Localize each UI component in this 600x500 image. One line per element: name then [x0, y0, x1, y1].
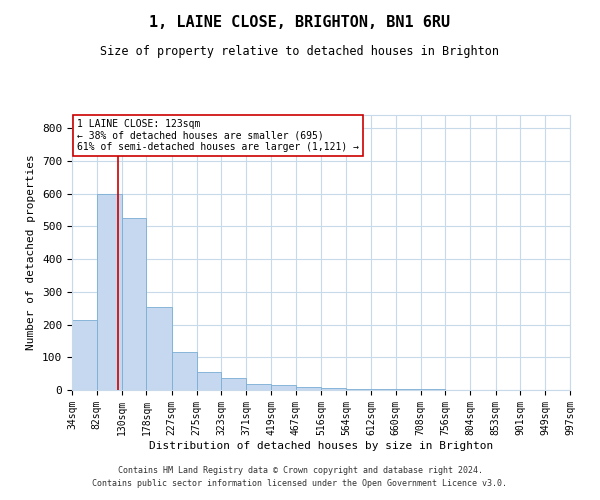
Bar	[321, 388, 346, 390]
Bar	[296, 386, 321, 390]
Bar	[146, 307, 172, 390]
X-axis label: Distribution of detached houses by size in Brighton: Distribution of detached houses by size …	[149, 440, 493, 450]
Text: 1, LAINE CLOSE, BRIGHTON, BN1 6RU: 1, LAINE CLOSE, BRIGHTON, BN1 6RU	[149, 15, 451, 30]
Bar	[271, 385, 296, 390]
Bar	[172, 352, 197, 390]
Text: Contains HM Land Registry data © Crown copyright and database right 2024.
Contai: Contains HM Land Registry data © Crown c…	[92, 466, 508, 487]
Y-axis label: Number of detached properties: Number of detached properties	[26, 154, 37, 350]
Bar	[72, 320, 97, 390]
Bar	[197, 372, 221, 390]
Text: 1 LAINE CLOSE: 123sqm
← 38% of detached houses are smaller (695)
61% of semi-det: 1 LAINE CLOSE: 123sqm ← 38% of detached …	[77, 119, 359, 152]
Bar	[122, 218, 146, 390]
Bar	[371, 389, 396, 390]
Bar	[221, 378, 246, 390]
Bar	[97, 194, 122, 390]
Text: Size of property relative to detached houses in Brighton: Size of property relative to detached ho…	[101, 45, 499, 58]
Bar	[346, 388, 371, 390]
Bar	[246, 384, 271, 390]
